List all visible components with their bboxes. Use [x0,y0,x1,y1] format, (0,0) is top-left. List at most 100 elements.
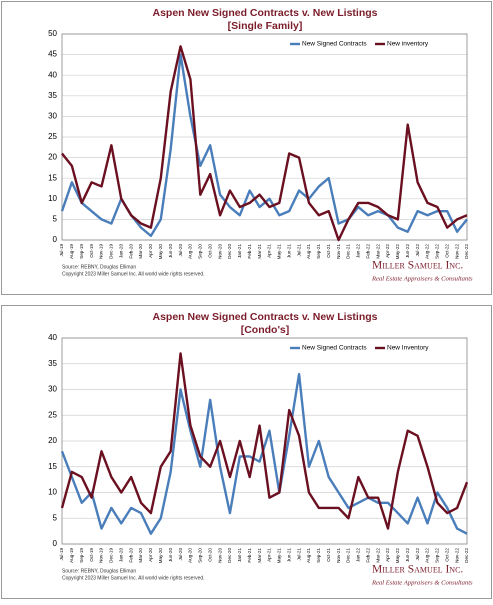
x-tick-label: Jan-20 [118,548,123,562]
x-tick-label: Aug-22 [425,548,430,563]
x-tick-label: Feb-21 [247,548,252,563]
x-tick-label: Jan-22 [356,244,361,258]
y-tick-label: 5 [53,513,58,522]
x-tick-label: Dec-21 [346,548,351,563]
copyright-note: Copyright 2023 Miller Samuel Inc. All wo… [62,271,205,277]
panel-border [1,305,492,599]
x-tick-label: Nov-19 [99,548,104,563]
brand-tagline: Real Estate Appraisers & Consultants [371,580,473,587]
y-tick-label: 50 [48,29,57,38]
x-tick-label: Jun-21 [286,548,291,562]
x-tick-label: Jul-20 [178,244,183,257]
x-tick-label: Aug-21 [306,548,311,563]
x-tick-label: Oct-19 [89,244,94,258]
x-tick-label: Feb-22 [365,244,370,259]
x-tick-label: Mar-22 [375,244,380,259]
series-line [60,352,469,530]
x-tick-label: Sep-21 [316,244,321,259]
x-tick-label: Sep-22 [435,548,440,563]
y-tick-label: 20 [48,153,57,162]
x-tick-label: Dec-22 [464,548,469,563]
x-tick-label: Nov-21 [336,244,341,259]
x-tick-label: Aug-21 [306,244,311,259]
y-tick-label: 30 [48,385,57,394]
x-tick-label: Dec-20 [227,244,232,259]
panel-border [1,1,492,295]
chart-subtitle: [Condo's] [241,324,290,336]
y-tick-label: 40 [48,70,57,79]
x-tick-label: Oct-20 [207,244,212,258]
x-tick-label: Mar-22 [375,548,380,563]
y-tick-label: 15 [48,173,57,182]
x-tick-label: Jan-21 [237,548,242,562]
x-tick-label: Apr-20 [148,244,153,258]
y-tick-label: 25 [48,410,57,419]
x-tick-label: Jul-21 [296,548,301,561]
x-tick-label: May-21 [277,548,282,564]
plot-frame [61,33,468,241]
source-note: Source: REBNY, Douglas Elliman [62,264,136,270]
x-tick-label: Nov-20 [217,548,222,563]
x-tick-label: Jun-21 [286,244,291,258]
x-tick-label: Jul-22 [415,548,420,561]
x-tick-label: Apr-22 [385,548,390,562]
chart-subtitle: [Single Family] [228,20,303,32]
x-tick-label: Jan-22 [356,548,361,562]
legend-label: New Inventory [387,345,429,352]
x-tick-label: Nov-20 [217,244,222,259]
y-tick-label: 40 [48,333,57,342]
y-tick-label: 0 [53,539,58,548]
x-tick-label: Sep-19 [79,548,84,563]
x-tick-label: Sep-20 [198,244,203,259]
x-tick-label: Mar-21 [257,244,262,259]
x-tick-label: Jun-20 [168,548,173,562]
x-tick-label: Oct-22 [444,244,449,258]
series-line [60,372,468,535]
x-tick-label: Jul-21 [296,244,301,257]
x-tick-label: May-20 [158,244,163,260]
x-tick-label: Dec-19 [109,548,114,563]
x-tick-label: Feb-20 [128,244,133,259]
x-tick-label: Sep-19 [79,244,84,259]
y-tick-label: 5 [53,215,58,224]
source-note: Source: REBNY, Douglas Elliman [62,568,136,574]
x-tick-label: May-22 [395,548,400,564]
plot-frame [61,337,468,545]
copyright-note: Copyright 2023 Miller Samuel Inc. All wo… [62,575,205,581]
legend-label: New Signed Contracts [302,345,367,352]
legend-label: New Signed Contracts [302,41,367,48]
x-tick-label: Mar-20 [138,548,143,563]
x-tick-label: Dec-21 [346,244,351,259]
x-tick-label: Jan-20 [118,244,123,258]
x-tick-label: Aug-19 [69,548,74,563]
x-tick-label: Aug-19 [69,244,74,259]
x-tick-label: Oct-21 [326,244,331,258]
x-tick-label: Nov-22 [454,244,459,259]
chart-title: Aspen New Signed Contracts v. New Listin… [152,311,377,323]
x-tick-label: Feb-20 [128,548,133,563]
brand-tagline: Real Estate Appraisers & Consultants [371,276,473,283]
x-tick-label: Jun-20 [168,244,173,258]
x-tick-label: Jul-19 [59,548,64,561]
y-tick-label: 15 [48,462,57,471]
x-tick-label: Dec-22 [464,244,469,259]
x-tick-label: Oct-22 [444,548,449,562]
y-tick-label: 25 [48,132,57,141]
x-tick-label: Apr-20 [148,548,153,562]
x-tick-label: Nov-21 [336,548,341,563]
x-tick-label: Sep-21 [316,548,321,563]
x-tick-label: Dec-20 [227,548,232,563]
x-tick-label: Nov-22 [454,548,459,563]
x-tick-label: Aug-20 [188,244,193,259]
x-tick-label: May-22 [395,244,400,260]
brand-name: Miller Samuel Inc. [372,564,463,576]
x-tick-label: Nov-19 [99,244,104,259]
x-tick-label: Aug-20 [188,548,193,563]
brand-name: Miller Samuel Inc. [372,260,463,272]
x-tick-label: Sep-20 [198,548,203,563]
y-tick-label: 35 [48,91,57,100]
x-tick-label: Jul-20 [178,548,183,561]
y-tick-label: 30 [48,112,57,121]
